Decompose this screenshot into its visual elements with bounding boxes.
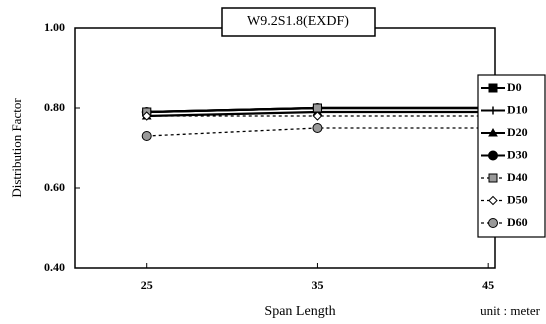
- marker: [312, 111, 323, 121]
- marker: [141, 111, 152, 121]
- x-tick-label: 25: [141, 278, 153, 292]
- title-box: [221, 7, 376, 37]
- x-axis-label: Span Length: [264, 304, 335, 319]
- marker: [312, 103, 322, 113]
- marker: [488, 127, 498, 137]
- marker: [488, 83, 498, 93]
- y-axis-label: Distribution Factor: [9, 98, 24, 198]
- chart-title: W9.2S1.8(EXDF): [247, 14, 349, 29]
- marker: [312, 123, 323, 133]
- marker: [489, 106, 497, 115]
- x-tick-label: 45: [482, 278, 494, 292]
- marker: [141, 131, 152, 141]
- marker: [488, 173, 498, 183]
- y-tick-label: 1.00: [44, 20, 65, 34]
- plot-frame: [74, 27, 496, 269]
- y-tick-label: 0.80: [44, 100, 65, 114]
- legend-label: D50: [507, 192, 528, 206]
- legend-label: D10: [507, 102, 528, 116]
- legend-label: D0: [507, 80, 522, 94]
- marker: [488, 150, 498, 161]
- legend-label: D40: [507, 170, 528, 184]
- marker: [488, 195, 498, 206]
- legend-label: D20: [507, 125, 528, 139]
- legend-label: D30: [507, 147, 528, 161]
- y-tick-label: 0.60: [44, 180, 65, 194]
- annotation: unit : meter: [480, 303, 541, 318]
- x-tick-label: 35: [311, 278, 323, 292]
- legend-label: D60: [507, 215, 528, 229]
- y-tick-label: 0.40: [44, 260, 65, 274]
- marker: [488, 218, 498, 228]
